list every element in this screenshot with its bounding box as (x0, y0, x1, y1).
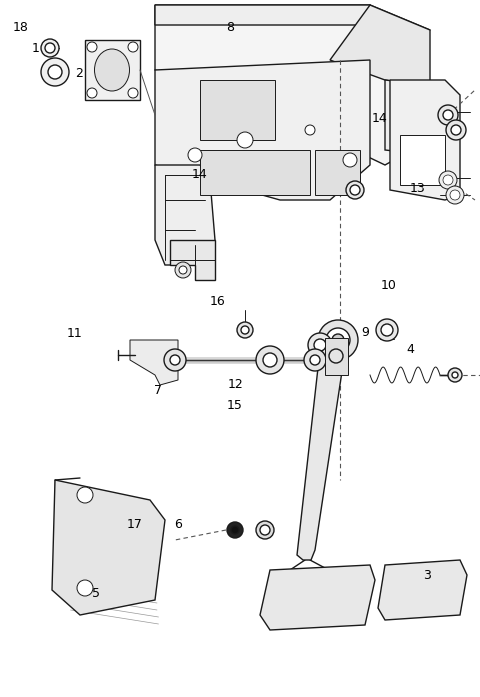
Circle shape (231, 526, 239, 534)
Circle shape (310, 355, 320, 365)
Circle shape (263, 353, 277, 367)
Text: 8: 8 (227, 22, 234, 34)
Circle shape (326, 328, 350, 352)
Circle shape (45, 43, 55, 53)
Text: 1: 1 (32, 43, 40, 55)
Polygon shape (155, 165, 215, 265)
Text: 13: 13 (410, 182, 425, 194)
Polygon shape (155, 5, 430, 165)
Circle shape (446, 186, 464, 204)
Ellipse shape (95, 49, 130, 91)
Circle shape (175, 262, 191, 278)
Circle shape (256, 346, 284, 374)
Circle shape (170, 355, 180, 365)
Text: 3: 3 (423, 569, 431, 581)
Circle shape (314, 339, 326, 351)
Circle shape (260, 525, 270, 535)
Circle shape (237, 322, 253, 338)
Text: 15: 15 (226, 399, 242, 412)
Circle shape (87, 88, 97, 98)
Polygon shape (385, 80, 445, 155)
Text: 4: 4 (407, 344, 414, 356)
Circle shape (304, 349, 326, 371)
Circle shape (452, 372, 458, 378)
Polygon shape (155, 5, 390, 25)
Circle shape (41, 58, 69, 86)
Circle shape (451, 125, 461, 135)
Circle shape (179, 266, 187, 274)
Polygon shape (325, 338, 348, 375)
Circle shape (376, 319, 398, 341)
Circle shape (332, 334, 344, 346)
Circle shape (77, 487, 93, 503)
Circle shape (443, 175, 453, 185)
Circle shape (343, 153, 357, 167)
Polygon shape (85, 40, 140, 100)
Text: 12: 12 (228, 378, 243, 391)
Polygon shape (330, 5, 430, 85)
Circle shape (329, 349, 343, 363)
Circle shape (188, 148, 202, 162)
Text: 18: 18 (12, 22, 28, 34)
Text: 14: 14 (372, 112, 387, 125)
Circle shape (439, 171, 457, 189)
Circle shape (448, 368, 462, 382)
Circle shape (87, 42, 97, 52)
Circle shape (227, 522, 243, 538)
Text: 9: 9 (361, 326, 369, 339)
Circle shape (350, 185, 360, 195)
Bar (200, 80, 275, 140)
Text: 16: 16 (210, 296, 225, 308)
Circle shape (41, 39, 59, 57)
Circle shape (318, 320, 358, 360)
Polygon shape (155, 60, 370, 200)
Circle shape (443, 110, 453, 120)
Circle shape (128, 42, 138, 52)
Circle shape (450, 190, 460, 200)
Bar (315, 150, 360, 195)
Circle shape (241, 326, 249, 334)
Circle shape (237, 132, 253, 148)
Circle shape (446, 120, 466, 140)
Circle shape (164, 349, 186, 371)
Text: 5: 5 (92, 588, 100, 600)
Circle shape (305, 125, 315, 135)
Circle shape (48, 65, 62, 79)
Circle shape (308, 333, 332, 357)
Circle shape (256, 521, 274, 539)
Polygon shape (52, 480, 165, 615)
Circle shape (438, 105, 458, 125)
Text: 6: 6 (174, 518, 181, 530)
Text: 7: 7 (155, 384, 162, 397)
Text: 2: 2 (75, 67, 83, 79)
Polygon shape (130, 340, 178, 385)
Polygon shape (390, 80, 460, 200)
Text: 10: 10 (381, 279, 397, 292)
Circle shape (381, 324, 393, 336)
Polygon shape (297, 340, 346, 560)
Bar (200, 150, 310, 195)
Text: 14: 14 (192, 168, 207, 181)
Text: 17: 17 (126, 518, 143, 530)
Circle shape (77, 580, 93, 596)
Bar (400, 135, 445, 185)
Circle shape (128, 88, 138, 98)
Circle shape (346, 181, 364, 199)
Polygon shape (170, 240, 215, 280)
Text: 11: 11 (67, 327, 82, 339)
Polygon shape (260, 565, 375, 630)
Polygon shape (378, 560, 467, 620)
